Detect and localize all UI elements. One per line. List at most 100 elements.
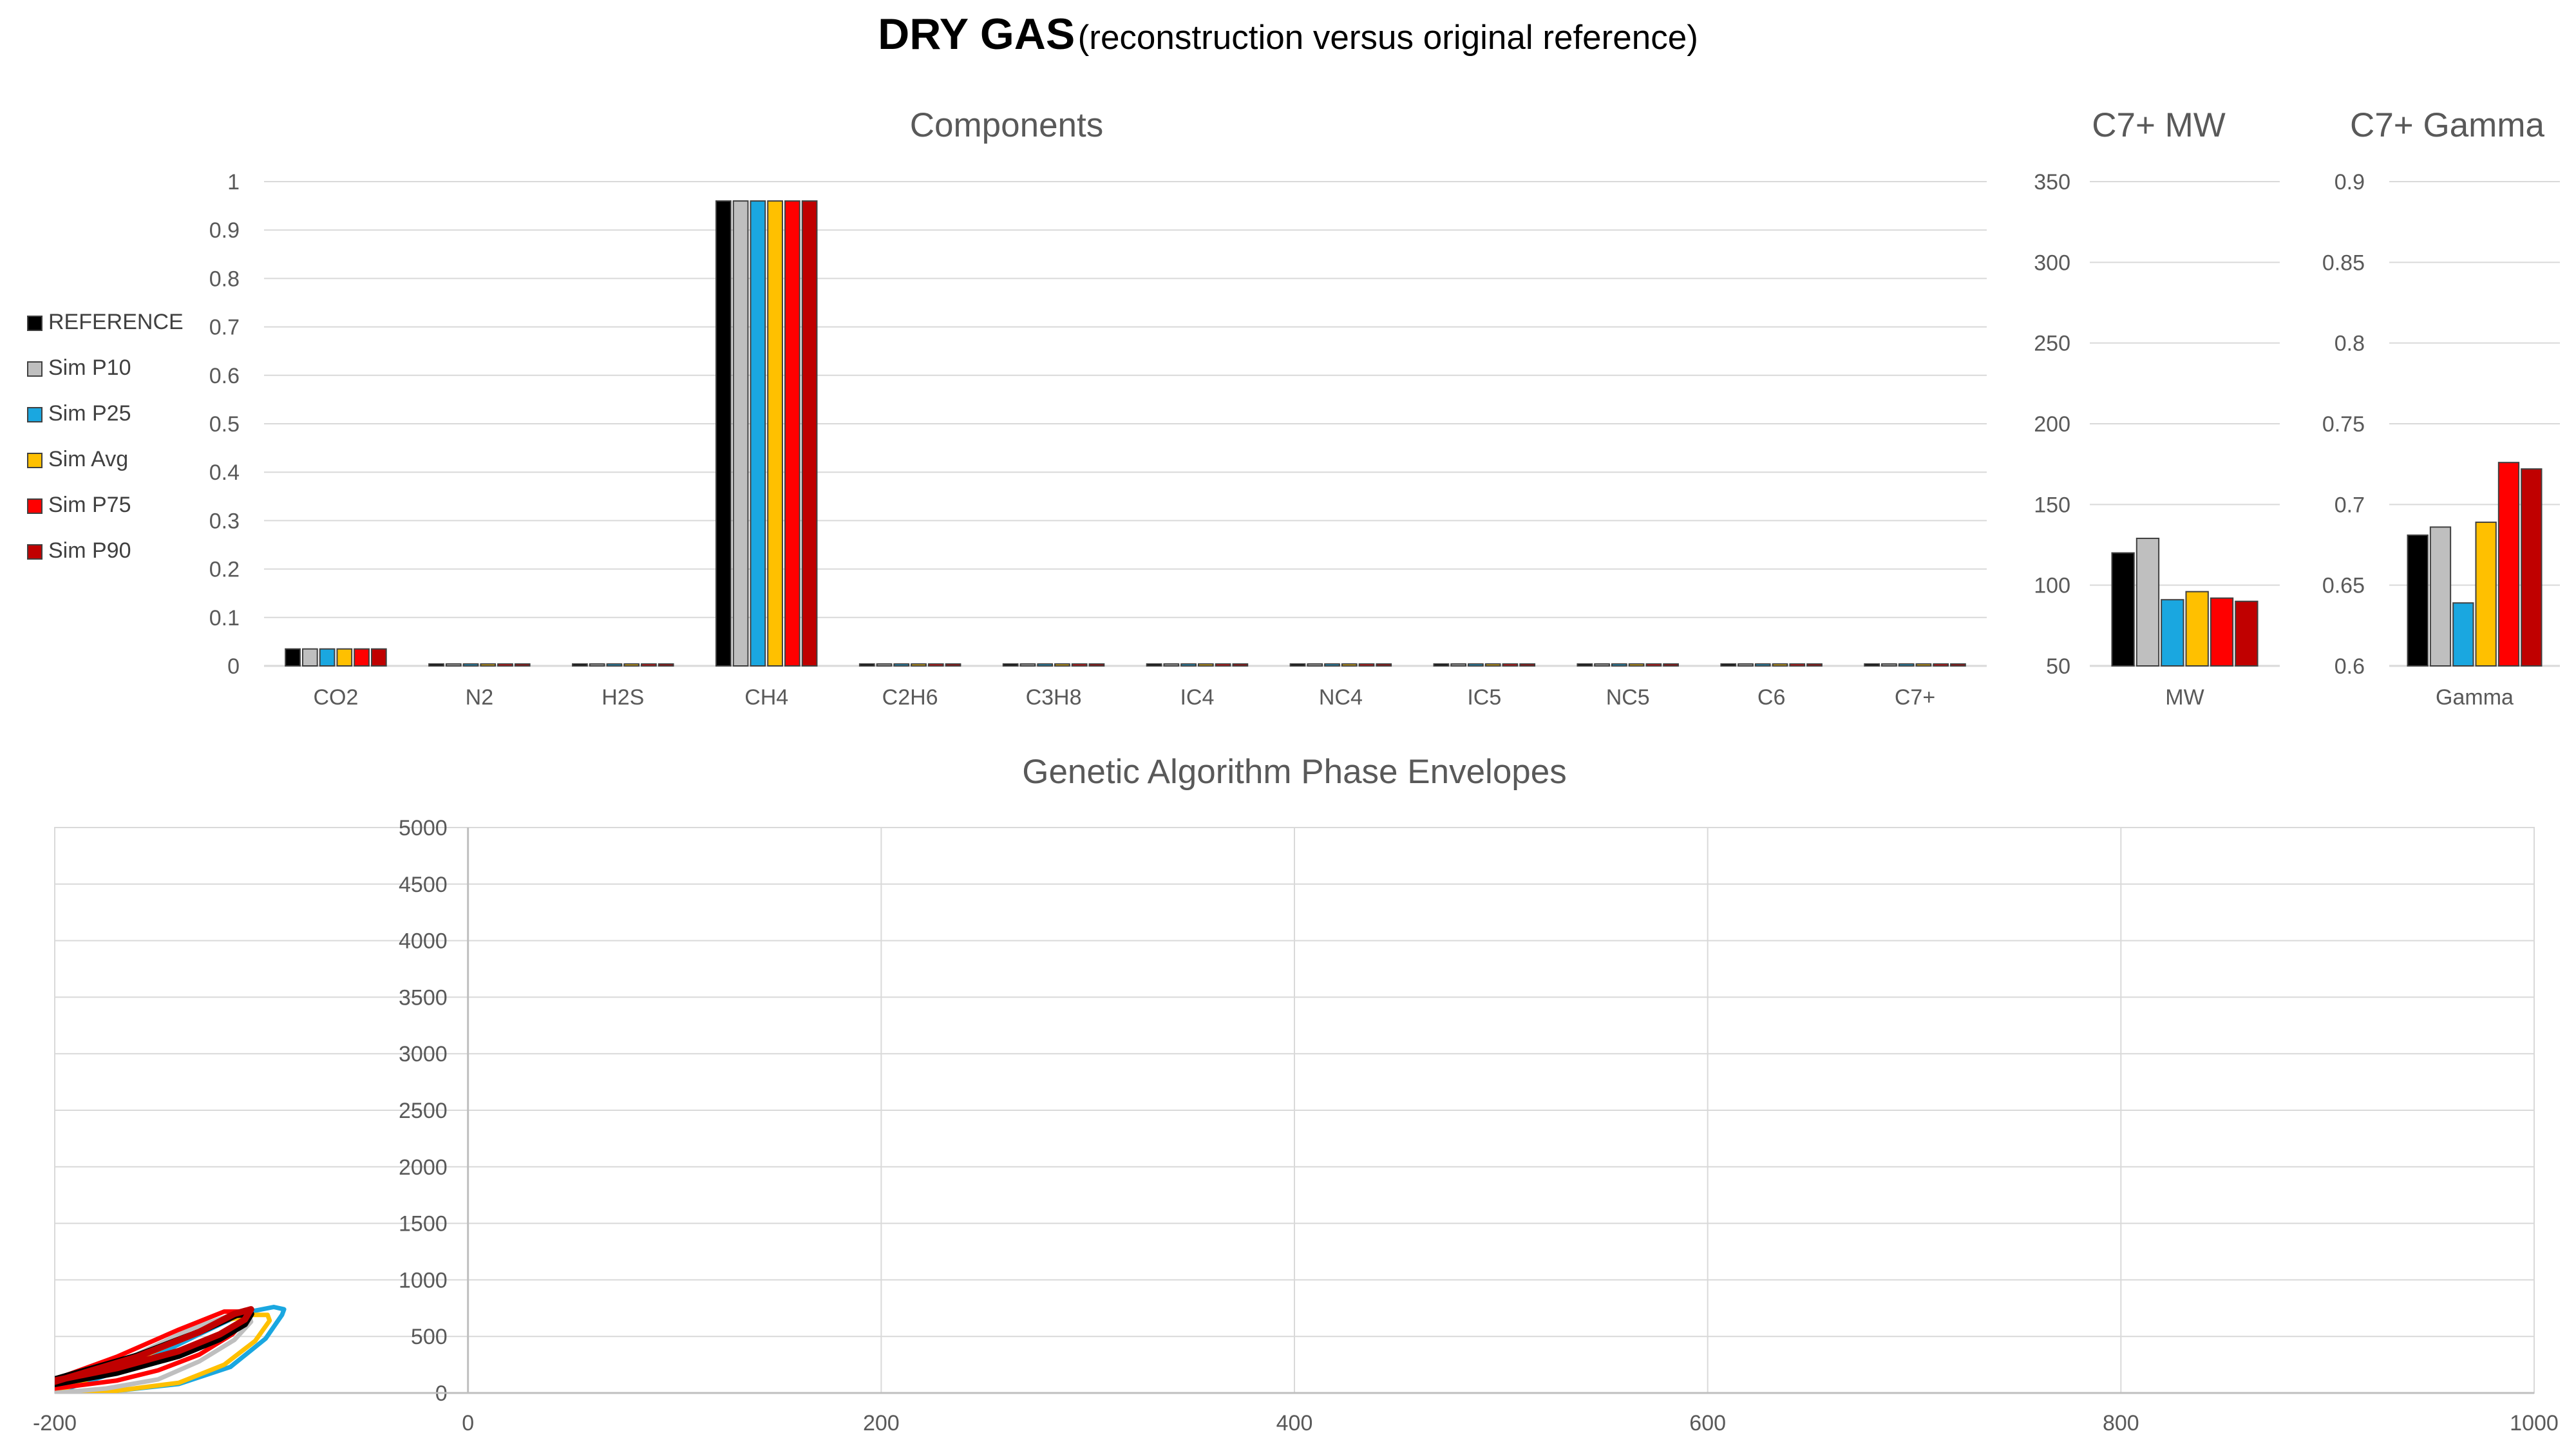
- gamma-bar: [2452, 602, 2474, 667]
- components-bar: [1215, 663, 1231, 667]
- components-bar: [945, 663, 961, 667]
- gamma-bar: [2475, 521, 2497, 667]
- gamma-y-tick: 0.85: [2322, 251, 2365, 275]
- components-y-tick: 0.1: [209, 606, 240, 630]
- legend-swatch: [27, 544, 43, 560]
- page-title: DRY GAS (reconstruction versus original …: [0, 9, 2576, 59]
- components-bar: [572, 663, 588, 667]
- components-bar: [1663, 663, 1679, 667]
- components-bar: [1950, 663, 1966, 667]
- envelope-x-tick: -200: [33, 1411, 77, 1435]
- components-bar: [1502, 663, 1519, 667]
- components-title: Components: [910, 106, 1104, 144]
- components-bar: [767, 200, 783, 667]
- envelope-x-tick: 800: [2103, 1411, 2139, 1435]
- components-x-tick: NC4: [1319, 685, 1363, 710]
- components-bar: [370, 648, 387, 667]
- legend-swatch: [27, 498, 43, 514]
- mw-y-tick: 200: [2034, 412, 2070, 437]
- components-bar: [641, 663, 657, 667]
- envelope-y-tick: 4500: [399, 873, 448, 897]
- components-bar: [354, 648, 370, 667]
- components-bar: [1468, 663, 1484, 667]
- components-bar: [1358, 663, 1375, 667]
- components-bar: [1806, 663, 1823, 667]
- mw-bar: [2161, 599, 2184, 667]
- components-bar: [1019, 663, 1036, 667]
- envelope-y-tick: 2500: [399, 1099, 448, 1123]
- components-x-tick: IC4: [1180, 685, 1214, 710]
- components-y-tick: 0.6: [209, 364, 240, 388]
- gamma-y-tick: 0.7: [2334, 493, 2365, 517]
- components-bar: [1197, 663, 1214, 667]
- components-bar: [462, 663, 479, 667]
- components-x-tick: C7+: [1895, 685, 1935, 710]
- envelope-x-tick: 0: [462, 1411, 474, 1435]
- components-bar: [1484, 663, 1501, 667]
- components-bar: [1754, 663, 1771, 667]
- gamma-title: C7+ Gamma: [2350, 106, 2544, 144]
- components-bar: [623, 663, 640, 667]
- legend-label: Sim Avg: [48, 447, 128, 471]
- mw-y-tick: 100: [2034, 574, 2070, 598]
- components-bar: [911, 663, 927, 667]
- mw-title: C7+ MW: [2092, 106, 2226, 144]
- components-x-tick: NC5: [1606, 685, 1650, 710]
- components-bar: [927, 663, 944, 667]
- envelope-title: Genetic Algorithm Phase Envelopes: [1022, 753, 1567, 791]
- gamma-bar: [2429, 526, 2452, 667]
- components-bar: [750, 200, 766, 667]
- components-bar: [514, 663, 531, 667]
- components-x-tick: C3H8: [1026, 685, 1082, 710]
- envelope-y-tick: 3000: [399, 1042, 448, 1066]
- components-bar: [1450, 663, 1467, 667]
- components-x-tick: IC5: [1467, 685, 1501, 710]
- components-bar: [1433, 663, 1450, 667]
- components-bar: [301, 648, 318, 667]
- mw-bar: [2235, 600, 2259, 667]
- components-bar: [715, 200, 732, 667]
- components-bar: [1307, 663, 1323, 667]
- envelope-x-tick: 200: [863, 1411, 900, 1435]
- components-y-tick: 0.4: [209, 460, 240, 485]
- envelope-y-tick: 3500: [399, 985, 448, 1010]
- components-y-tick: 0.3: [209, 509, 240, 533]
- legend-swatch: [27, 453, 43, 468]
- mw-bar: [2210, 597, 2234, 667]
- envelope-y-tick: 500: [411, 1325, 448, 1349]
- gamma-y-tick: 0.75: [2322, 412, 2365, 437]
- components-bar: [1915, 663, 1932, 667]
- envelope-y-tick: 1500: [399, 1212, 448, 1236]
- legend-label: Sim P75: [48, 493, 131, 517]
- gamma-bar: [2497, 462, 2520, 667]
- components-bar: [876, 663, 893, 667]
- components-x-tick: H2S: [601, 685, 644, 710]
- legend-label: Sim P90: [48, 538, 131, 563]
- components-bar: [893, 663, 910, 667]
- legend-label: Sim P10: [48, 355, 131, 380]
- gamma-y-tick: 0.8: [2334, 332, 2365, 356]
- gamma-y-tick: 0.65: [2322, 574, 2365, 598]
- components-bar: [1232, 663, 1249, 667]
- components-bar: [1163, 663, 1180, 667]
- components-bar: [1628, 663, 1645, 667]
- title-main: DRY GAS: [878, 10, 1075, 59]
- components-bar: [784, 200, 800, 667]
- components-bar: [1898, 663, 1915, 667]
- envelope-x-tick: 600: [1689, 1411, 1726, 1435]
- envelope-x-tick: 1000: [2510, 1411, 2559, 1435]
- components-bar: [445, 663, 462, 667]
- components-bar: [1772, 663, 1788, 667]
- mw-y-tick: 250: [2034, 332, 2070, 356]
- mw-y-tick: 150: [2034, 493, 2070, 517]
- components-bar: [1645, 663, 1662, 667]
- mw-y-tick: 300: [2034, 251, 2070, 275]
- components-y-tick: 1: [227, 170, 240, 194]
- components-bar: [1289, 663, 1306, 667]
- components-y-tick: 0.2: [209, 558, 240, 582]
- components-bar: [336, 648, 353, 667]
- components-bar: [1611, 663, 1627, 667]
- gamma-bar: [2521, 468, 2543, 667]
- components-bar: [1577, 663, 1593, 667]
